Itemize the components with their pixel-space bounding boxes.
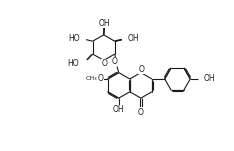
Text: HO: HO bbox=[67, 59, 79, 68]
Text: O: O bbox=[98, 74, 104, 83]
Text: O: O bbox=[138, 108, 144, 117]
Text: OH: OH bbox=[113, 105, 124, 114]
Text: HO: HO bbox=[68, 34, 80, 43]
Text: OH: OH bbox=[98, 19, 110, 28]
Text: OH: OH bbox=[203, 74, 215, 84]
Text: O: O bbox=[111, 57, 117, 66]
Text: O: O bbox=[101, 59, 107, 68]
Text: O: O bbox=[138, 65, 144, 74]
Text: OH: OH bbox=[128, 34, 139, 43]
Text: CH₃: CH₃ bbox=[86, 77, 98, 82]
